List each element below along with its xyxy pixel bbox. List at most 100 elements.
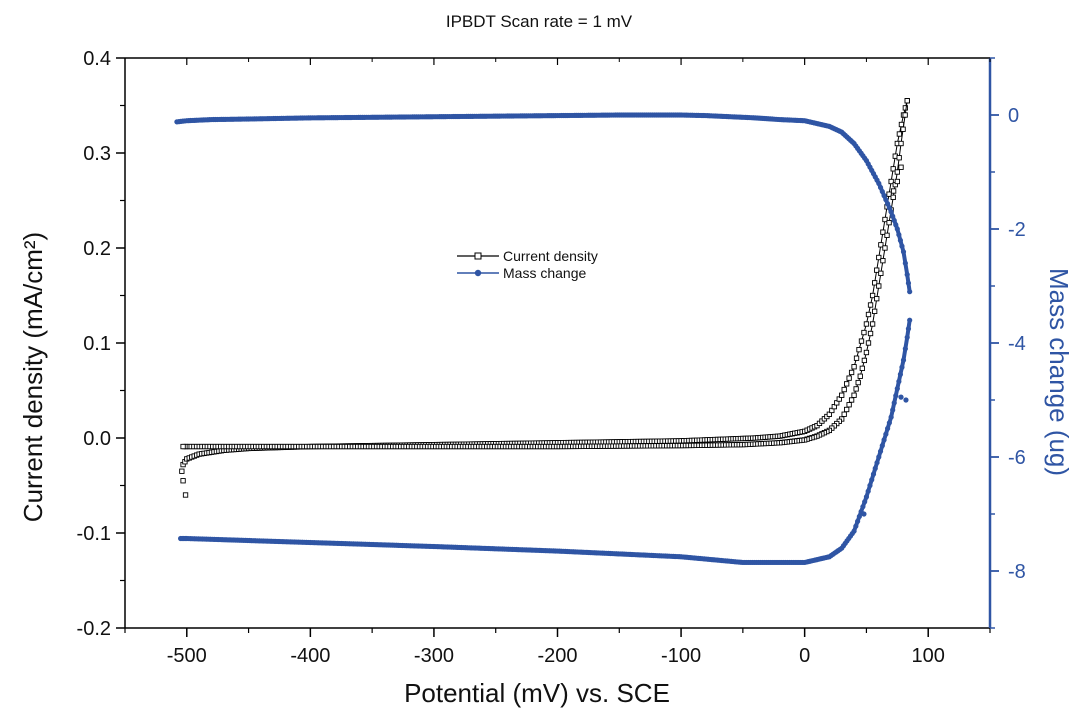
current-density-point xyxy=(853,355,860,361)
x-axis-label: Potential (mV) vs. SCE xyxy=(404,678,670,708)
y-tick-label: 0.4 xyxy=(83,48,111,70)
mass-change-point xyxy=(856,513,862,520)
current-density-point xyxy=(898,164,904,170)
mass-change-point xyxy=(890,213,896,219)
current-density-point xyxy=(876,283,882,289)
mass-change-point xyxy=(898,394,904,400)
mass-change-point xyxy=(886,420,892,426)
current-density-point xyxy=(853,386,859,392)
y-tick-label: 0.0 xyxy=(83,428,111,450)
legend-marker-current xyxy=(474,252,482,260)
mass-change-point xyxy=(893,393,899,399)
y2-tick-label: -8 xyxy=(1008,561,1026,583)
y-tick-label: 0.2 xyxy=(83,238,111,260)
mass-change-point xyxy=(902,346,908,352)
current-density-point xyxy=(876,254,882,261)
current-density-point xyxy=(902,105,909,111)
mass-change-point xyxy=(885,425,891,432)
mass-change-point xyxy=(877,448,884,454)
mass-change-point xyxy=(881,193,887,199)
mass-change-point xyxy=(904,334,910,340)
mass-change-point xyxy=(904,272,910,278)
current-density-point xyxy=(890,188,897,194)
current-density-point xyxy=(180,443,186,450)
mass-change-point xyxy=(891,400,897,406)
mass-change-point xyxy=(902,260,908,266)
current-density-point xyxy=(841,386,847,393)
mass-change-point xyxy=(872,465,878,471)
mass-change-point xyxy=(874,460,880,466)
mass-change-point xyxy=(894,386,900,392)
mass-change-point xyxy=(879,188,885,195)
current-density-point xyxy=(878,242,884,248)
mass-change-point xyxy=(870,471,877,477)
current-density-point xyxy=(894,169,900,175)
current-density-point xyxy=(874,267,880,273)
y2-axis-label: Mass change (ug) xyxy=(1044,268,1074,476)
current-density-point xyxy=(867,330,874,337)
x-tick-label: -500 xyxy=(167,645,207,667)
current-density-point xyxy=(857,373,863,379)
current-density-point xyxy=(858,338,865,344)
current-density-point xyxy=(888,178,894,185)
current-density-point xyxy=(846,402,852,408)
mass-change-point xyxy=(897,371,904,377)
current-density-point xyxy=(896,131,903,137)
mass-change-point xyxy=(905,280,912,286)
current-density-point xyxy=(867,302,874,308)
plot-area xyxy=(174,98,913,566)
current-density-point xyxy=(890,194,896,200)
current-density-point xyxy=(855,379,861,386)
current-density-point xyxy=(179,468,185,474)
current-density-point xyxy=(869,292,876,299)
mass-change-point xyxy=(897,237,904,243)
x-tick-label: 0 xyxy=(799,645,810,667)
mass-change-point xyxy=(883,197,889,203)
axis-ticks: -500 -400 -300 -200 -100 0 100 -0.2 -0.1 0.0 0.1 0.… xyxy=(77,48,1026,667)
current-forward-line xyxy=(182,100,908,465)
current-density-point xyxy=(848,397,855,403)
current-density-point xyxy=(898,121,905,128)
x-tick-label: -200 xyxy=(537,645,577,667)
x-tick-label: -100 xyxy=(661,645,701,667)
series-current-density xyxy=(179,98,910,498)
current-density-point xyxy=(844,406,850,413)
x-tick-label: -300 xyxy=(414,645,454,667)
current-density-point xyxy=(894,178,900,185)
mass-change-point xyxy=(903,397,909,403)
y-tick-label: 0.3 xyxy=(83,143,111,165)
mass-change-point xyxy=(900,357,907,363)
current-density-point xyxy=(844,381,850,387)
current-density-point xyxy=(861,329,867,336)
current-density-point xyxy=(872,280,878,286)
mass-change-point xyxy=(894,226,900,232)
mass-change-point xyxy=(890,407,896,413)
mass-change-point xyxy=(899,364,905,370)
current-density-point xyxy=(882,216,888,223)
current-density-point xyxy=(882,245,888,251)
current-density-point xyxy=(878,270,884,276)
chart-title: IPBDT Scan rate = 1 mV xyxy=(445,12,633,31)
current-density-point xyxy=(856,347,862,353)
mass-change-point xyxy=(853,523,859,529)
mass-change-point xyxy=(855,518,861,524)
current-density-point xyxy=(902,112,908,118)
mass-change-point xyxy=(883,431,889,437)
mass-change-point xyxy=(877,184,884,191)
current-density-point xyxy=(869,321,876,327)
mass-change-point xyxy=(896,232,902,238)
mass-change-point xyxy=(899,243,905,249)
mass-change-point xyxy=(881,437,887,443)
current-density-point xyxy=(180,478,186,484)
current-density-point xyxy=(904,98,910,104)
mass-change-point xyxy=(876,180,882,186)
mass-change-point xyxy=(900,249,907,255)
current-density-point xyxy=(846,375,852,381)
current-density-point xyxy=(859,365,865,371)
current-density-point xyxy=(896,155,902,161)
current-density-point xyxy=(890,166,896,172)
y2-tick-label: -2 xyxy=(1008,219,1026,241)
current-density-point xyxy=(880,258,886,264)
